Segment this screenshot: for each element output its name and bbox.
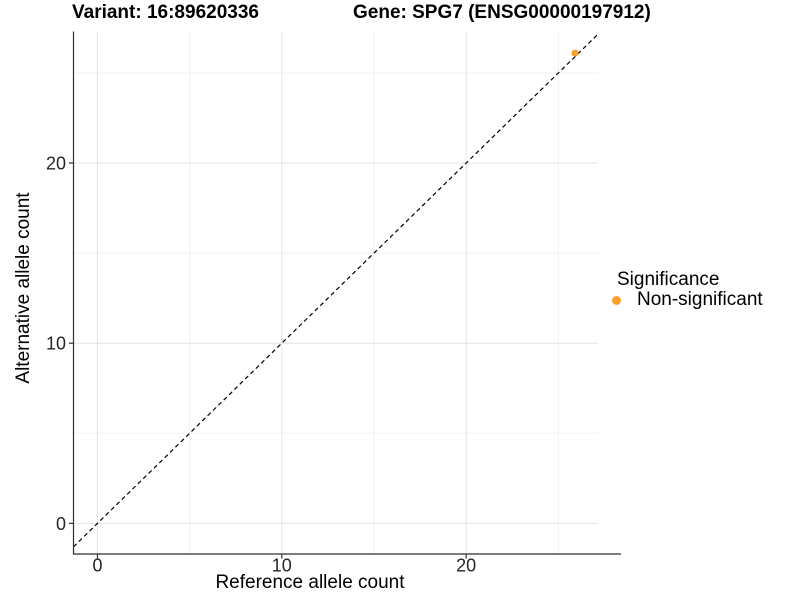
data-point xyxy=(571,49,579,57)
legend-entry-non-significant: Non-significant xyxy=(612,289,763,310)
legend-title: Significance xyxy=(617,269,720,290)
legend: Significance Non-significant xyxy=(612,270,763,310)
y-tick-label: 0 xyxy=(56,514,66,534)
x-axis-title: Reference allele count xyxy=(215,572,405,593)
legend-key-point-icon xyxy=(612,295,621,305)
identity-line xyxy=(73,33,599,548)
legend-entry-label: Non-significant xyxy=(637,289,763,310)
x-tick-label: 0 xyxy=(92,556,102,576)
y-tick-label: 20 xyxy=(46,154,66,174)
plot-title-variant: Variant: 16:89620336 xyxy=(72,2,259,23)
plot-title-gene: Gene: SPG7 (ENSG00000197912) xyxy=(353,2,651,23)
x-tick-label: 20 xyxy=(456,556,476,576)
y-tick-label: 10 xyxy=(46,334,66,354)
x-tick-label: 10 xyxy=(272,556,292,576)
y-axis-title: Alternative allele count xyxy=(13,192,34,384)
